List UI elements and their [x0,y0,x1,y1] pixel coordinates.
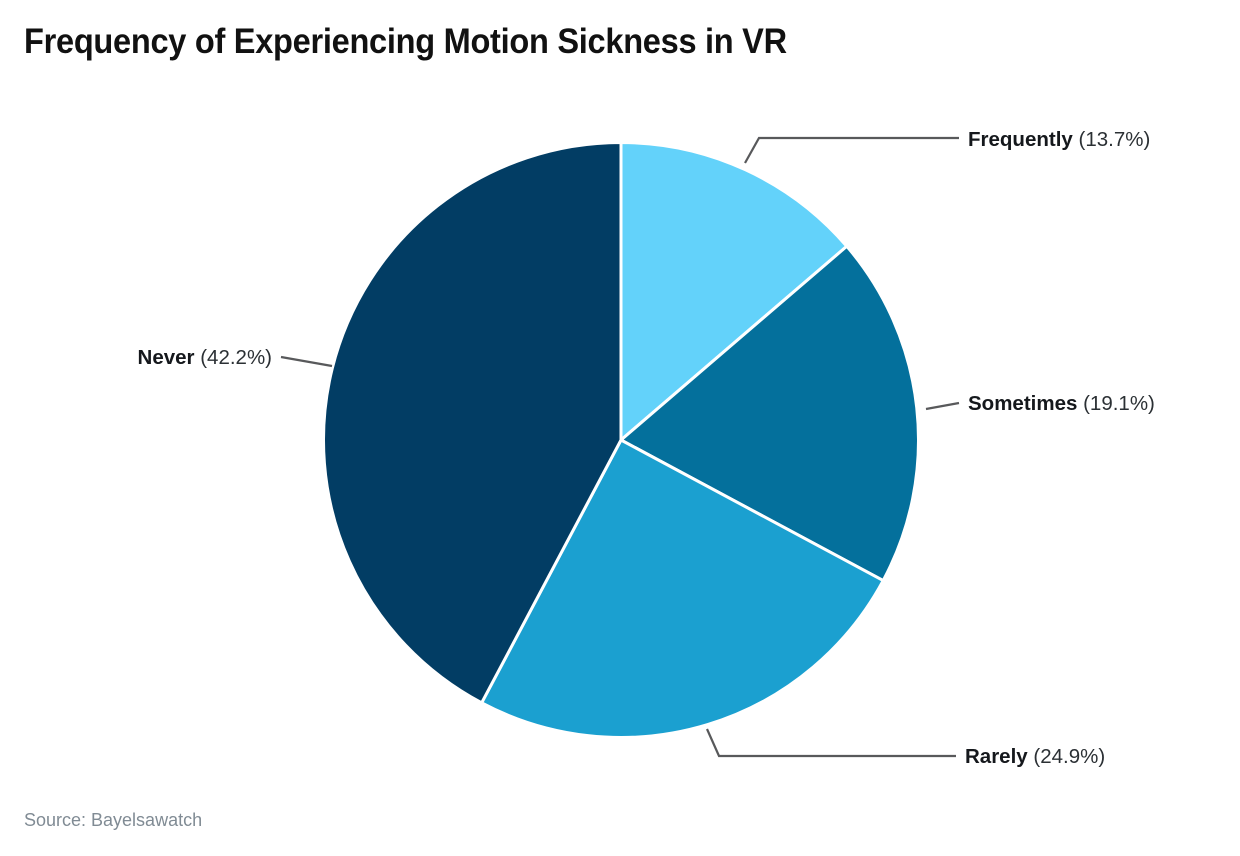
leader-line-never [280,355,333,368]
source-note: Source: Bayelsawatch [24,810,203,830]
leader-line-sometimes [925,401,960,411]
pie-label-frequently: Frequently (13.7%) [968,128,1151,151]
pie-label-sometimes-value: (19.1%) [1083,392,1155,415]
leader-line-rarely [705,728,956,758]
pie-leader-lines [280,136,960,758]
leader-line-frequently [744,136,959,164]
pie-slice-never[interactable] [322,141,623,705]
pie-label-rarely-name: Rarely [965,745,1028,768]
pie-label-frequently-name: Frequently [968,128,1073,151]
pie-label-never: Never (42.2%) [137,346,272,369]
pie-label-sometimes-name: Sometimes [968,392,1078,415]
pie-label-never-value: (42.2%) [200,346,272,369]
pie-label-never-name: Never [137,346,195,369]
pie-slice-frequently[interactable] [619,141,849,442]
pie-label-rarely: Rarely (24.9%) [965,745,1106,768]
pie-slice-sometimes[interactable] [619,244,920,583]
pie-label-sometimes: Sometimes (19.1%) [968,392,1155,415]
pie-label-frequently-value: (13.7%) [1078,128,1151,151]
page-title: Frequency of Experiencing Motion Sicknes… [24,22,787,61]
pie-label-rarely-value: (24.9%) [1033,745,1106,768]
pie-slices [322,141,920,739]
